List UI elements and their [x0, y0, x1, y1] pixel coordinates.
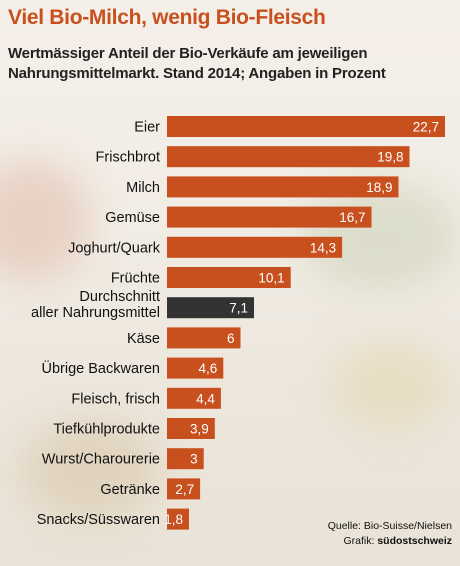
- bar: [167, 176, 399, 198]
- bar: [167, 357, 224, 379]
- category-label: Käse: [127, 331, 160, 347]
- bar: [167, 418, 215, 439]
- bar-row: 3,9 Tiefkühlprodukte: [53, 418, 215, 439]
- bar-row: 22,7 Eier: [134, 116, 445, 137]
- bar-row: 4,6 Übrige Backwaren: [42, 357, 224, 379]
- category-label: Eier: [134, 120, 160, 136]
- bar-row: 2,7 Getränke: [100, 478, 201, 500]
- bar: [167, 508, 189, 530]
- category-label: Frischbrot: [96, 150, 160, 166]
- bar-value-label: 16,7: [339, 210, 365, 225]
- category-label: Wurst/Charourerie: [42, 452, 160, 468]
- category-label: Durchschnitt aller Nahrungsmittel: [31, 289, 160, 321]
- bar: [167, 387, 221, 409]
- source-note: Quelle: Bio-Suisse/Nielsen: [327, 520, 452, 532]
- category-label: Tiefkühlprodukte: [53, 422, 160, 438]
- bar-value-label: 2,7: [175, 482, 194, 497]
- category-label: Übrige Backwaren: [42, 359, 160, 377]
- bar-value-label: 14,3: [310, 240, 336, 255]
- bar-value-label: 1,8: [164, 512, 183, 527]
- bar: [167, 478, 201, 500]
- bar-row: 19,8 Frischbrot: [96, 146, 410, 168]
- bar-value-label: 4,4: [196, 391, 215, 406]
- category-label: Getränke: [100, 482, 160, 498]
- category-label: Früchte: [111, 271, 160, 287]
- bar: [167, 267, 291, 288]
- bar-value-label: 18,9: [366, 180, 392, 195]
- bar-value-label: 3,9: [190, 422, 209, 437]
- bar-row: 7,1 Durchschnitt aller Nahrungsmittel: [31, 289, 254, 321]
- bar: [167, 116, 445, 137]
- bar-value-label: 6: [227, 331, 235, 346]
- category-label: Snacks/Süsswaren: [37, 512, 160, 528]
- category-label: Milch: [126, 180, 160, 196]
- bar-row: 16,7 Gemüse: [105, 206, 372, 228]
- bar-row: 4,4 Fleisch, frisch: [71, 387, 221, 409]
- category-label: Fleisch, frisch: [71, 391, 160, 407]
- credit-prefix: Grafik:: [343, 535, 375, 547]
- bar-row: 6 Käse: [127, 327, 241, 349]
- chart-subtitle: Wertmässiger Anteil der Bio-Verkäufe am …: [8, 45, 386, 82]
- bar-value-label: 19,8: [377, 150, 403, 165]
- bar-value-label: 10,1: [258, 271, 284, 286]
- bar-row: 3 Wurst/Charourerie: [42, 448, 204, 470]
- bar: [167, 206, 372, 228]
- bar: [167, 327, 241, 349]
- bar: [167, 297, 254, 319]
- bar: [167, 236, 343, 258]
- category-label: Joghurt/Quark: [68, 240, 161, 256]
- bar-value-label: 22,7: [413, 120, 439, 135]
- bar: [167, 146, 410, 168]
- chart-title: Viel Bio-Milch, wenig Bio-Fleisch: [8, 6, 326, 29]
- category-label: Gemüse: [105, 210, 160, 226]
- bar-value-label: 7,1: [229, 301, 248, 316]
- credit-note: Grafik: südostschweiz: [343, 535, 452, 547]
- bar-row: 1,8 Snacks/Süsswaren: [37, 508, 189, 530]
- credit-name: südostschweiz: [377, 535, 452, 547]
- bar-row: 14,3 Joghurt/Quark: [68, 236, 343, 258]
- bar-value-label: 4,6: [199, 361, 218, 376]
- bar-row: 10,1 Früchte: [111, 267, 291, 288]
- bar: [167, 448, 204, 470]
- bar-row: 18,9 Milch: [126, 176, 399, 198]
- bar-value-label: 3: [190, 452, 198, 467]
